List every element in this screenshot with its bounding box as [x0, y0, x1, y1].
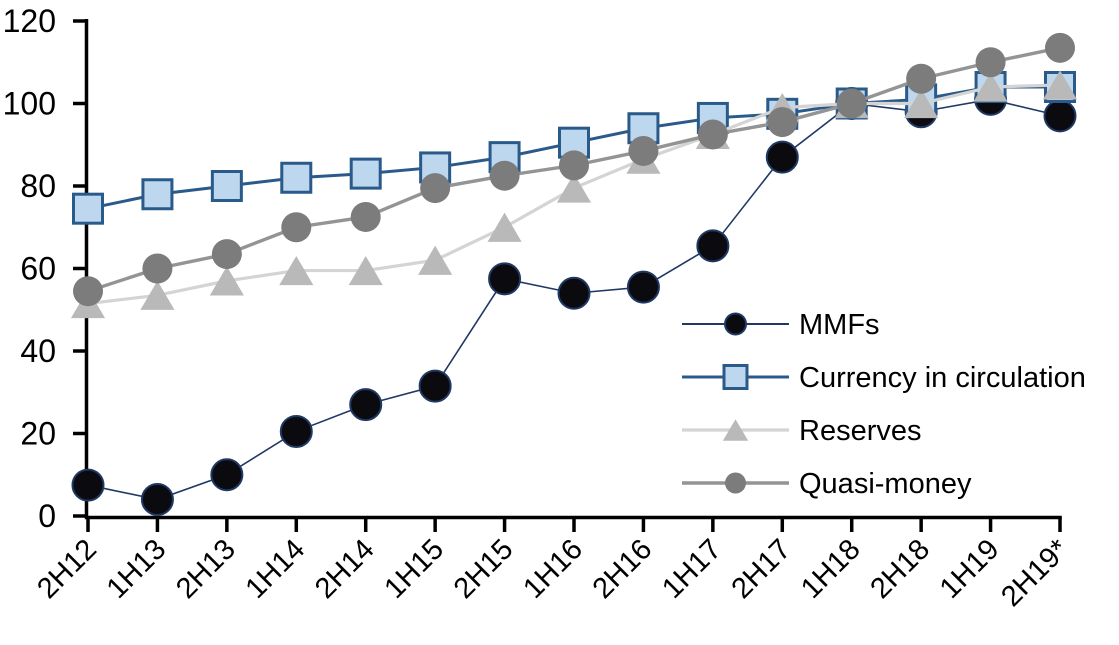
- x-axis-label: 2H18: [864, 533, 936, 605]
- y-axis-label: 100: [3, 86, 56, 122]
- series-marker-quasi_money: [73, 276, 103, 307]
- series-marker-reserves: [556, 173, 592, 203]
- x-axis-label: 1H15: [378, 533, 450, 605]
- x-axis-label: 1H14: [240, 533, 312, 605]
- series-marker-currency: [349, 157, 382, 190]
- series-marker-quasi_money: [697, 119, 728, 150]
- series-marker-reserves: [279, 255, 314, 286]
- series-marker-reserves: [973, 72, 1008, 102]
- series-marker-quasi_money: [350, 201, 381, 232]
- series-marker-mmfs: [210, 458, 244, 492]
- legend-label-reserves: Reserves: [799, 415, 922, 447]
- series-marker-reserves: [487, 212, 522, 242]
- series-marker-mmfs: [1043, 99, 1077, 133]
- x-axis-label: 2H17: [726, 533, 798, 605]
- series-marker-reserves: [348, 255, 383, 286]
- y-axis-label: 60: [20, 251, 56, 287]
- series-marker-reserves: [418, 245, 453, 275]
- series-marker-quasi_money: [489, 160, 520, 191]
- y-axis-label: 80: [20, 168, 56, 204]
- legend-label-currency: Currency in circulation: [799, 362, 1086, 394]
- series-marker-mmfs: [418, 369, 452, 403]
- x-axis-label: 1H16: [517, 533, 589, 605]
- series-marker-quasi_money: [281, 212, 312, 243]
- series-marker-reserves: [904, 88, 939, 119]
- x-axis-label: 2H12: [31, 533, 103, 605]
- x-axis-label: 2H19*: [995, 533, 1075, 613]
- x-axis-label: 1H17: [656, 533, 728, 605]
- x-axis-label: 2H13: [170, 533, 242, 605]
- series-marker-mmfs: [71, 468, 105, 502]
- series-marker-currency: [141, 178, 174, 211]
- legend-label-quasi_money: Quasi-money: [799, 468, 972, 500]
- series-marker-currency: [72, 192, 104, 225]
- series-marker-quasi_money: [559, 150, 589, 181]
- series-marker-quasi_money: [767, 107, 798, 138]
- x-axis-label: 2H14: [309, 533, 381, 605]
- series-marker-mmfs: [696, 229, 730, 263]
- y-axis-label: 0: [38, 498, 56, 534]
- series-marker-quasi_money: [836, 88, 867, 119]
- series-marker-mmfs: [140, 483, 174, 516]
- x-axis-label: 2H15: [448, 533, 520, 605]
- series-marker-quasi_money: [628, 135, 659, 166]
- series-marker-quasi_money: [1045, 32, 1075, 63]
- series-marker-quasi_money: [211, 239, 242, 270]
- x-axis-label: 1H18: [795, 533, 867, 605]
- series-marker-quasi_money: [142, 253, 173, 284]
- y-axis-label: 20: [20, 416, 56, 452]
- series-marker-mmfs: [626, 270, 660, 304]
- legend-marker-reserves: [722, 419, 749, 441]
- series-marker-reserves: [1042, 70, 1078, 100]
- series-marker-mmfs: [279, 414, 313, 448]
- legend-marker-currency: [722, 364, 749, 390]
- series-marker-mmfs: [557, 276, 591, 310]
- x-axis-label: 1H13: [101, 533, 173, 605]
- legend-marker-quasi_money: [725, 472, 746, 494]
- y-axis-label: 40: [20, 333, 56, 369]
- y-axis-label: 120: [3, 3, 56, 39]
- legend-marker-mmfs: [724, 312, 747, 336]
- series-marker-quasi_money: [906, 63, 937, 94]
- series-marker-reserves: [209, 266, 244, 296]
- x-axis-label: 1H19: [934, 533, 1006, 605]
- series-marker-quasi_money: [975, 47, 1006, 78]
- legend-label-mmfs: MMFs: [799, 309, 880, 341]
- series-marker-mmfs: [349, 388, 383, 422]
- series-marker-mmfs: [765, 140, 799, 174]
- series-marker-mmfs: [488, 262, 522, 296]
- series-marker-currency: [280, 161, 313, 194]
- series-marker-currency: [210, 170, 243, 202]
- x-axis-label: 2H16: [587, 533, 659, 605]
- series-marker-quasi_money: [420, 173, 451, 204]
- series-marker-reserves: [140, 280, 175, 310]
